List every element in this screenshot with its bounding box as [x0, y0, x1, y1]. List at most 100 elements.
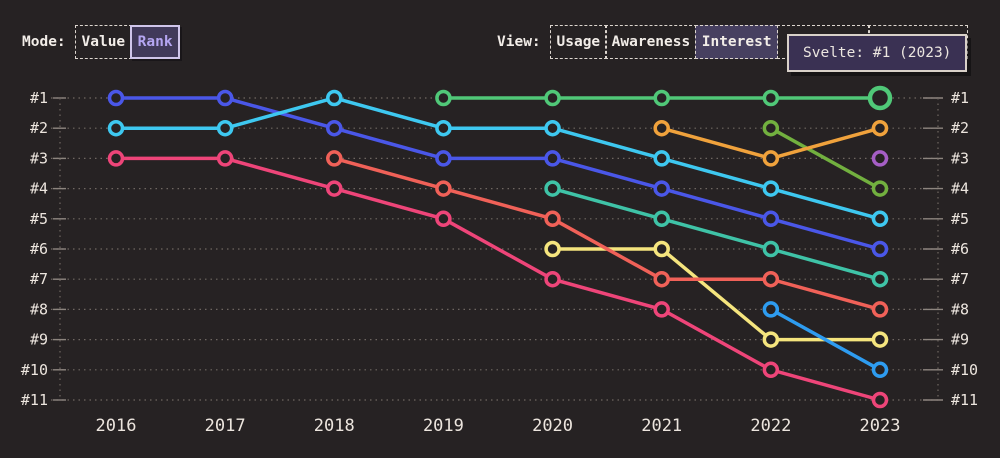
data-point-teal[interactable]	[544, 180, 561, 197]
mode-label: Mode:	[22, 34, 66, 50]
data-point-pink[interactable]	[653, 301, 670, 318]
series-line-cyan	[114, 96, 882, 221]
data-point-yellow[interactable]	[653, 240, 670, 258]
data-point-indigo[interactable]	[216, 89, 234, 107]
data-point-teal[interactable]	[871, 270, 889, 288]
year-label: 2023	[860, 416, 901, 436]
series-line-indigo	[114, 96, 882, 251]
rank-label-right: #2	[951, 119, 969, 137]
data-point-svelte-green[interactable]	[544, 89, 561, 107]
data-point-teal[interactable]	[653, 210, 670, 228]
data-point-cyan[interactable]	[653, 150, 670, 167]
data-point-olive[interactable]	[762, 119, 780, 137]
hover-tooltip: Svelte: #1 (2023)	[787, 34, 968, 72]
data-point-pink[interactable]	[871, 391, 889, 409]
year-label: 2021	[641, 416, 682, 436]
rank-label-right: #3	[951, 149, 969, 167]
rank-label-left: #9	[30, 331, 48, 349]
data-point-pink[interactable]	[326, 180, 343, 197]
mode-option-rank[interactable]: Rank	[130, 25, 181, 59]
data-point-highlighted[interactable]	[867, 85, 893, 111]
series-line-olive	[769, 126, 882, 191]
data-point-indigo[interactable]	[435, 150, 452, 167]
year-label: 2017	[205, 416, 246, 436]
data-point-indigo[interactable]	[107, 89, 125, 107]
data-point-cyan[interactable]	[544, 119, 561, 137]
data-point-coral[interactable]	[653, 270, 670, 288]
rank-label-left: #5	[30, 210, 48, 228]
data-point-yellow[interactable]	[762, 331, 780, 348]
data-point-coral[interactable]	[762, 270, 780, 288]
rank-label-right: #8	[951, 300, 969, 318]
data-point-indigo[interactable]	[653, 180, 670, 197]
rank-label-left: #11	[21, 391, 48, 409]
data-point-coral[interactable]	[871, 301, 889, 318]
data-point-indigo[interactable]	[871, 240, 889, 258]
data-point-teal[interactable]	[762, 240, 780, 258]
data-point-cyan[interactable]	[435, 119, 452, 137]
data-point-orange[interactable]	[871, 119, 889, 137]
data-point-svelte-green[interactable]	[435, 89, 452, 107]
data-point-pink[interactable]	[107, 150, 125, 167]
data-point-indigo[interactable]	[326, 119, 343, 137]
year-label: 2016	[96, 416, 137, 436]
rank-label-right: #9	[951, 331, 969, 349]
data-point-azure[interactable]	[871, 361, 889, 379]
data-point-azure[interactable]	[762, 301, 780, 318]
rank-label-right: #4	[951, 180, 969, 198]
view-label: View:	[497, 34, 541, 50]
data-point-indigo[interactable]	[762, 210, 780, 228]
rank-label-left: #6	[30, 240, 48, 258]
mode-toggle-group: Value Rank	[75, 25, 181, 59]
data-point-purple[interactable]	[871, 150, 889, 167]
year-label: 2018	[314, 416, 355, 436]
rank-label-left: #2	[30, 119, 48, 137]
rank-label-right: #1	[951, 89, 969, 107]
rank-label-right: #11	[951, 391, 978, 409]
series-line-pink	[114, 156, 882, 402]
view-option-interest[interactable]: Interest	[695, 25, 779, 59]
grid-and-axes: #1 #1 #2 #2 #3 #3 #4 #4 #5 #5 #6 #6 #7 #7 #8 #8 #9 #9 #10 #…	[21, 89, 978, 436]
rank-label-left: #4	[30, 180, 48, 198]
rank-label-right: #10	[951, 361, 978, 379]
data-point-pink[interactable]	[216, 150, 234, 167]
rank-label-right: #6	[951, 240, 969, 258]
rank-label-left: #3	[30, 149, 48, 167]
year-label: 2019	[423, 416, 464, 436]
data-point-cyan[interactable]	[326, 89, 343, 107]
data-point-coral[interactable]	[544, 210, 561, 228]
series-line-azure	[769, 307, 882, 372]
series-line-coral	[332, 156, 882, 312]
year-label: 2020	[532, 416, 573, 436]
data-point-cyan[interactable]	[216, 119, 234, 137]
rank-label-right: #7	[951, 270, 969, 288]
data-point-cyan[interactable]	[107, 119, 125, 137]
data-point-olive[interactable]	[871, 180, 889, 197]
mode-option-value[interactable]: Value	[75, 25, 132, 59]
data-point-yellow[interactable]	[871, 331, 889, 348]
data-point-coral[interactable]	[435, 180, 452, 197]
data-point-svelte-green[interactable]	[762, 89, 780, 107]
data-point-cyan[interactable]	[871, 210, 889, 228]
view-option-awareness[interactable]: Awareness	[605, 25, 697, 59]
data-point-orange[interactable]	[653, 119, 670, 137]
series-line-teal	[550, 186, 882, 281]
data-point-indigo[interactable]	[544, 150, 561, 167]
data-point-pink[interactable]	[435, 210, 452, 228]
data-point-cyan[interactable]	[762, 180, 780, 197]
data-point-pink[interactable]	[544, 270, 561, 288]
data-point-pink[interactable]	[762, 361, 780, 379]
rank-label-left: #1	[30, 89, 48, 107]
data-point-yellow[interactable]	[544, 240, 561, 258]
rank-label-right: #5	[951, 210, 969, 228]
rank-label-left: #7	[30, 270, 48, 288]
view-option-usage[interactable]: Usage	[550, 25, 607, 59]
rank-label-left: #8	[30, 300, 48, 318]
rank-label-left: #10	[21, 361, 48, 379]
data-point-svelte-green[interactable]	[653, 89, 670, 107]
data-point-coral[interactable]	[326, 150, 343, 167]
year-label: 2022	[750, 416, 791, 436]
data-point-orange[interactable]	[762, 150, 780, 167]
